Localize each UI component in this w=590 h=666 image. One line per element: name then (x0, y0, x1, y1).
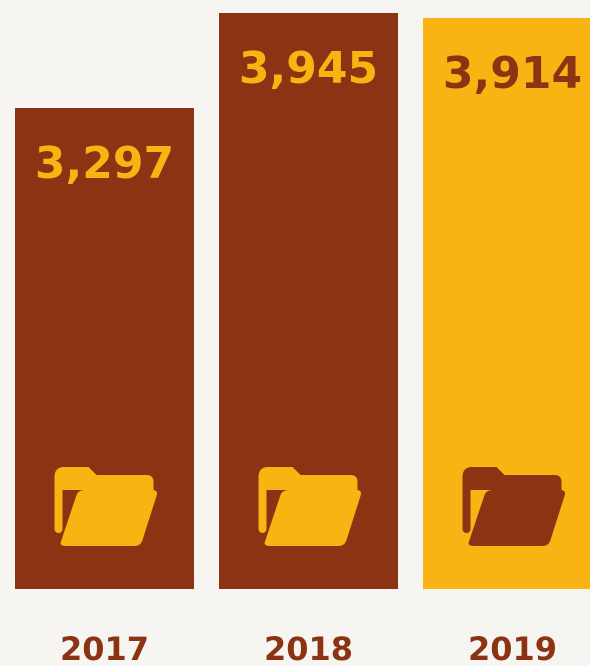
folder-open-icon (258, 467, 361, 546)
value-label-2017: 3,297 (35, 138, 174, 189)
folder-open-icon (462, 467, 565, 546)
value-label-2019: 3,914 (443, 48, 582, 99)
bar-group-2018: 3,945 2018 (219, 13, 398, 666)
category-label-2017: 2017 (60, 630, 149, 666)
bar-group-2019: 3,914 2019 (423, 18, 590, 666)
value-label-2018: 3,945 (239, 43, 378, 94)
folder-open-icon (54, 467, 157, 546)
category-label-2019: 2019 (468, 630, 557, 666)
category-label-2018: 2018 (264, 630, 353, 666)
bar-group-2017: 3,297 2017 (15, 108, 194, 666)
